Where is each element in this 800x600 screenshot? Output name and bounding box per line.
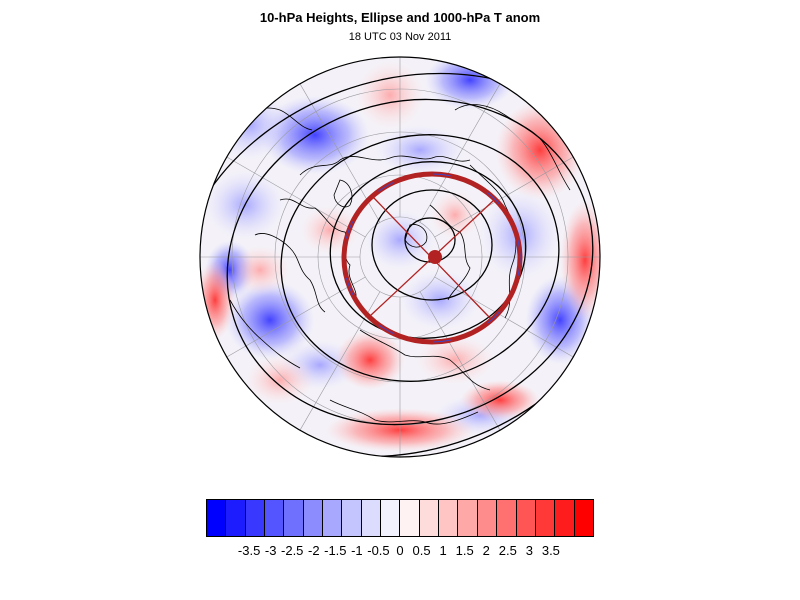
colorbar-label: -3.5 xyxy=(237,543,261,558)
colorbar-label: 3.5 xyxy=(541,543,560,558)
colorbar-segment xyxy=(516,500,536,536)
colorbar-segment xyxy=(303,500,324,536)
coastline xyxy=(329,399,479,425)
colorbar-label: -1.5 xyxy=(324,543,347,558)
temperature-anomaly-field xyxy=(200,57,600,452)
coastline xyxy=(279,198,357,301)
colorbar-label: 1 xyxy=(439,543,447,558)
colorbar-label: -1 xyxy=(351,543,363,558)
warm-anomaly xyxy=(245,355,315,405)
colorbar-label: -3 xyxy=(264,543,277,558)
coastline xyxy=(254,233,326,313)
colorbar-label: -2.5 xyxy=(281,543,304,558)
colorbar-label: 2.5 xyxy=(498,543,517,558)
warm-anomaly xyxy=(415,335,495,385)
colorbar-segment xyxy=(361,500,382,536)
colorbar-segment xyxy=(400,500,420,536)
meridian-line xyxy=(419,291,501,431)
height-contour xyxy=(404,217,456,263)
warm-anomaly xyxy=(430,190,480,240)
ellipse-center xyxy=(428,250,442,264)
colorbar-segment xyxy=(207,500,227,536)
colorbar-label: -0.5 xyxy=(367,543,390,558)
cold-anomaly xyxy=(425,57,515,110)
meridian-line xyxy=(419,83,501,223)
colorbar-label: 0.5 xyxy=(412,543,431,558)
colorbar-segment xyxy=(323,500,343,536)
coastline xyxy=(359,329,491,391)
globe-border xyxy=(199,56,601,458)
chart-subtitle: 18 UTC 03 Nov 2011 xyxy=(348,31,452,43)
colorbar xyxy=(206,499,594,537)
meridian-line xyxy=(226,276,366,358)
colorbar-segment xyxy=(245,500,266,536)
coastline xyxy=(333,179,353,208)
colorbar-segment xyxy=(284,500,304,536)
coastline xyxy=(229,299,301,369)
colorbar-segment xyxy=(497,500,517,536)
coastline xyxy=(299,155,471,176)
colorbar-segment xyxy=(265,500,285,536)
warm-anomaly xyxy=(460,380,540,420)
colorbar-segment xyxy=(477,500,498,536)
meridian-line xyxy=(226,156,366,238)
meridian-line xyxy=(434,156,574,238)
colorbar-label: 2 xyxy=(482,543,490,558)
meridian-line xyxy=(434,276,574,358)
coastline xyxy=(404,224,428,248)
height-contour xyxy=(280,134,560,382)
ellipse-inner-edge xyxy=(343,173,521,343)
colorbar-segment xyxy=(342,500,362,536)
height-contour xyxy=(371,189,493,301)
colorbar-label: 1.5 xyxy=(455,543,474,558)
height-contours xyxy=(200,72,600,457)
chart-title: 10-hPa Heights, Ellipse and 1000-hPa T a… xyxy=(259,10,541,25)
colorbar-segment xyxy=(439,500,459,536)
colorbar-label: 0 xyxy=(396,543,404,558)
height-contour xyxy=(226,98,594,426)
colorbar-segment xyxy=(381,500,401,536)
cold-anomaly xyxy=(225,280,315,360)
colorbar-label: 3 xyxy=(525,543,533,558)
warm-anomaly xyxy=(560,200,600,320)
colorbar-segment xyxy=(574,500,593,536)
colorbar-label: -2 xyxy=(307,543,320,558)
height-contour xyxy=(329,161,527,339)
colorbar-segment xyxy=(226,500,246,536)
height-contour xyxy=(200,72,600,457)
cold-anomaly xyxy=(480,190,560,280)
colorbar-labels: -3.5 -3 -2.5 -2 -1.5 -1 -0.5 0 0.5 1 1.5… xyxy=(206,543,594,561)
colorbar-segment xyxy=(535,500,556,536)
colorbar-segment xyxy=(458,500,478,536)
colorbar-bar xyxy=(206,499,594,537)
warm-anomaly xyxy=(355,60,425,130)
vortex-ellipse xyxy=(341,171,523,345)
colorbar-segment xyxy=(419,500,440,536)
colorbar-segment xyxy=(555,500,575,536)
